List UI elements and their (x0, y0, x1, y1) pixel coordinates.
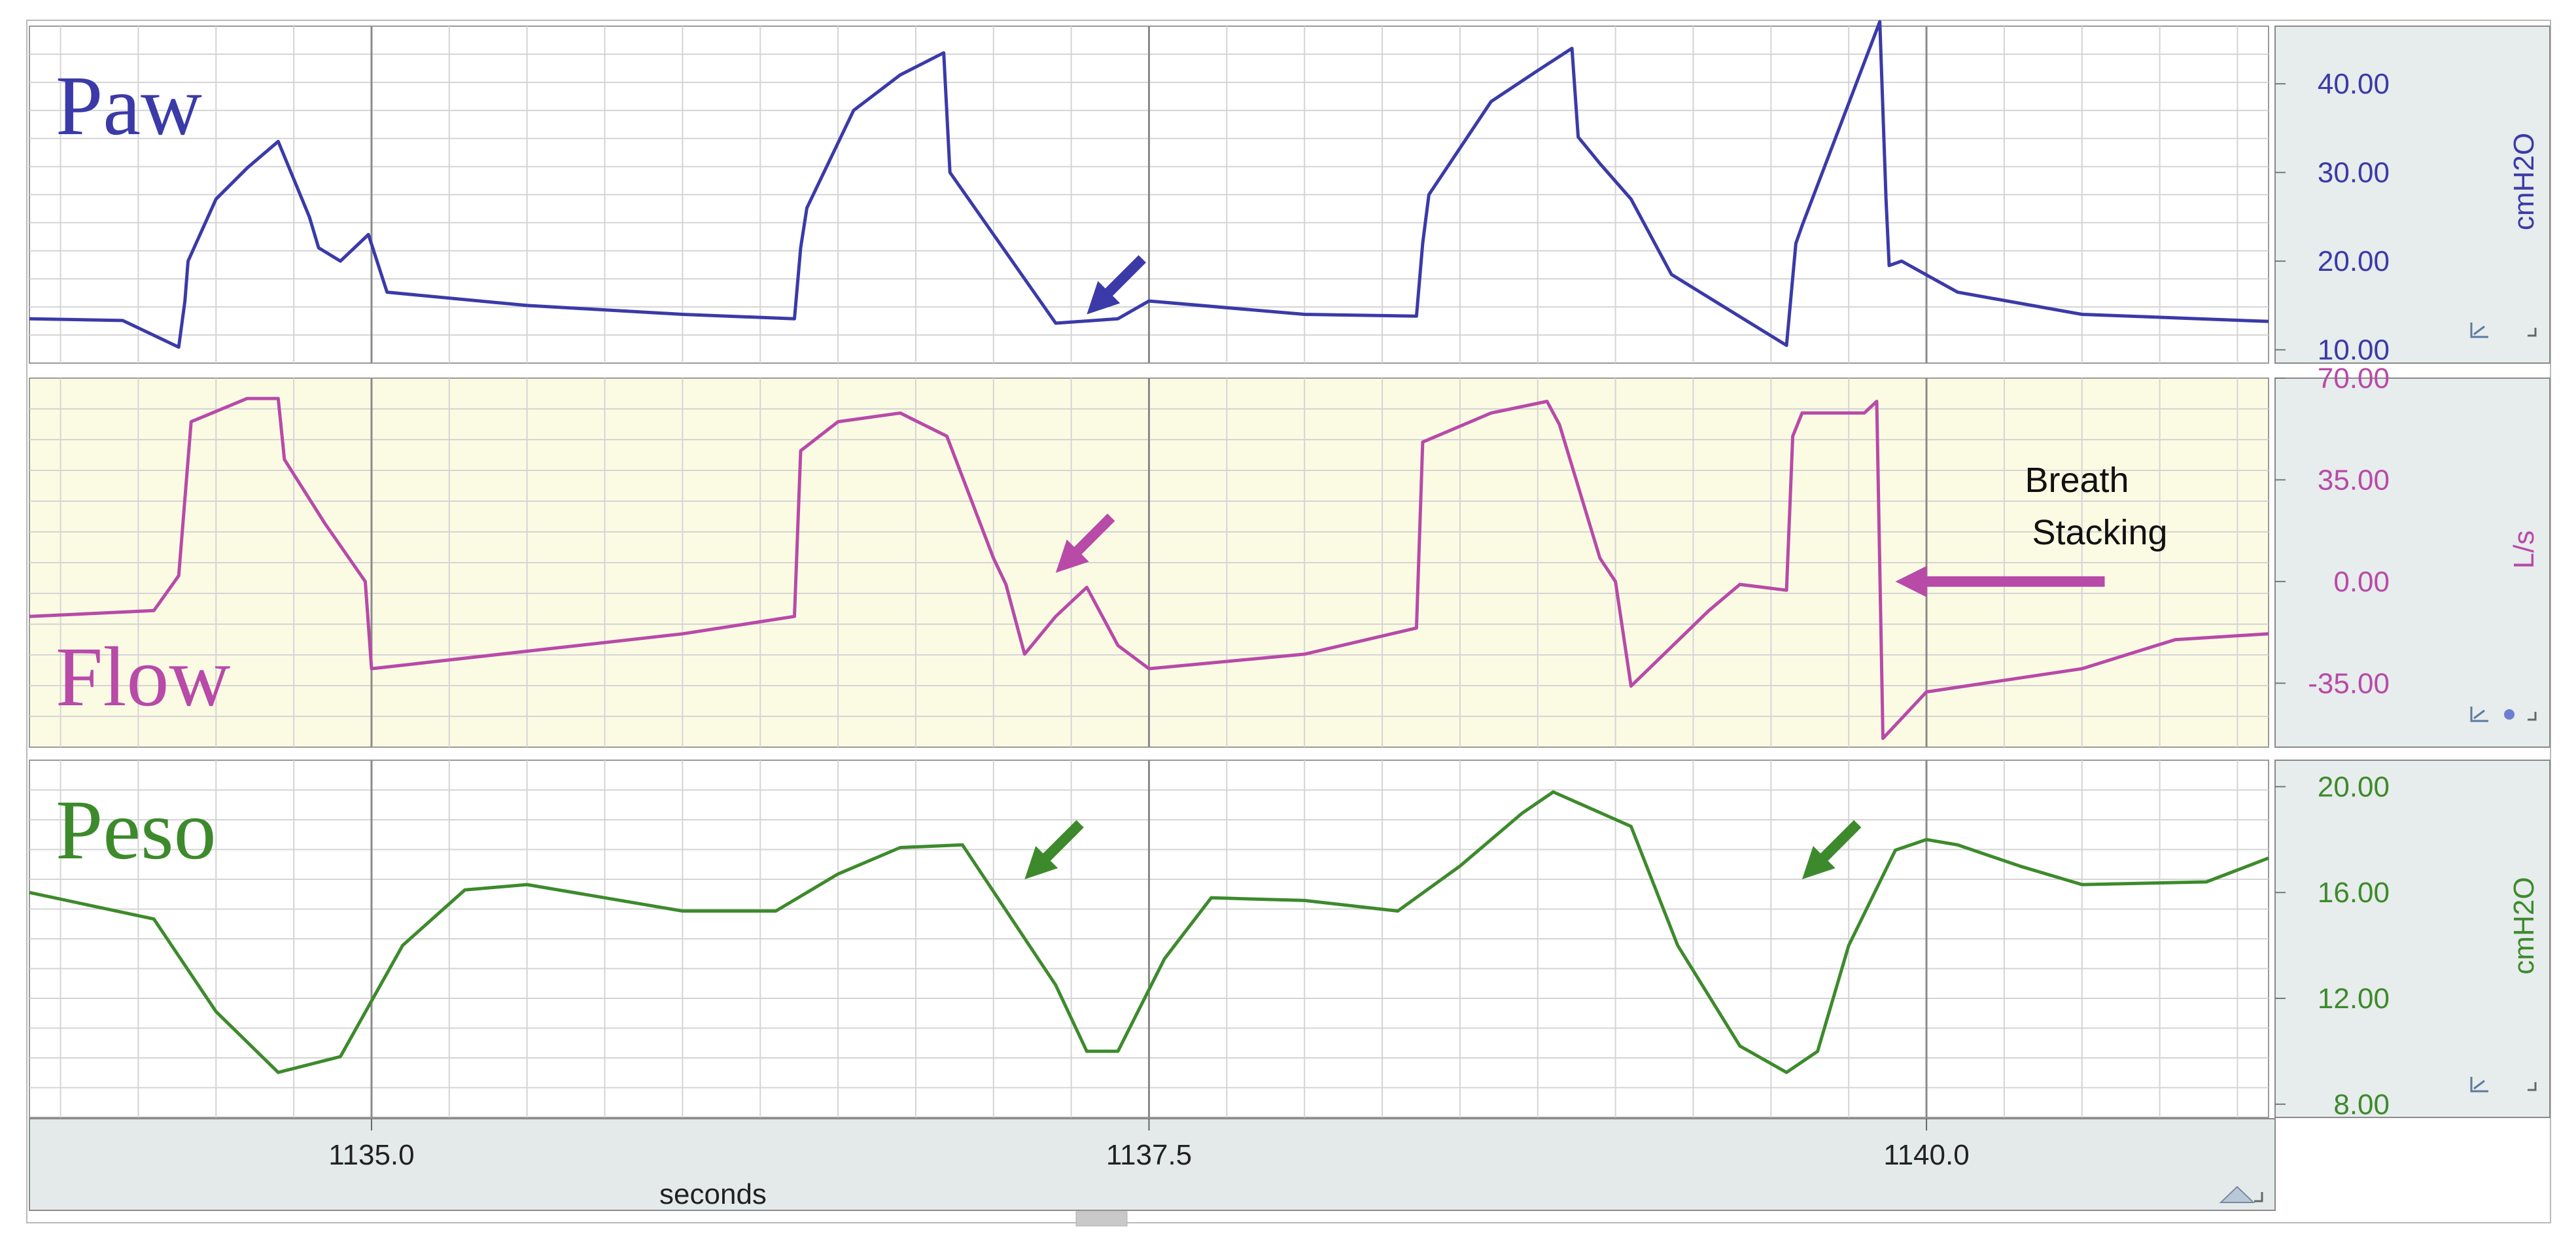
breath-stacking-arrow-head (1895, 565, 1927, 597)
paw-panel: 40.00 30.00 20.00 10.00 cmH2O Paw (29, 20, 2550, 366)
flow-annotation-arrow-head (1055, 539, 1089, 573)
paw-axis-box (2274, 26, 2550, 364)
breath-stacking-arrow (1895, 565, 2105, 597)
paw-tick-label: 40.00 (2318, 68, 2390, 100)
peso-tick-label: 8.00 (2333, 1089, 2390, 1121)
peso-axis-box (2274, 760, 2550, 1118)
x-axis-title: seconds (659, 1178, 767, 1210)
flow-tick-label: 35.00 (2318, 464, 2390, 496)
x-axis: 1135.0 1137.5 1140.0 seconds (29, 1118, 2276, 1211)
peso-annotation-arrow (1801, 820, 1862, 879)
paw-annotation-arrow (1087, 254, 1146, 315)
flow-tick-label: -35.00 (2308, 667, 2390, 699)
peso-trace-label: Peso (56, 783, 217, 877)
flow-unit-label: L/s (2508, 531, 2540, 569)
paw-series-line (29, 20, 2269, 349)
x-axis-bar (29, 1118, 2276, 1211)
breath-annotation-line1: Breath (2025, 461, 2129, 500)
flow-trace-label: Flow (56, 630, 230, 724)
flow-axis-box (2274, 377, 2550, 748)
flow-panel: 70.00 35.00 0.00 -35.00 L/s Flow (29, 362, 2550, 748)
x-tick-label: 1135.0 (328, 1139, 414, 1171)
paw-y-axis: 40.00 30.00 20.00 10.00 cmH2O (2274, 26, 2550, 366)
flow-y-axis: 70.00 35.00 0.00 -35.00 L/s (2274, 362, 2550, 748)
flow-vertical-grid (60, 378, 2238, 747)
axis-scale-icon[interactable] (2470, 1077, 2488, 1093)
resize-corner-icon[interactable] (2254, 1192, 2263, 1202)
axis-scale-glyph (2470, 323, 2488, 338)
paw-tick-label: 20.00 (2318, 245, 2390, 277)
peso-vertical-grid (60, 760, 2238, 1117)
flow-tick-label: 0.00 (2333, 566, 2390, 598)
resize-corner-icon[interactable] (2528, 712, 2537, 721)
peso-annotation-arrow-shaft (1814, 820, 1862, 868)
breath-annotation-line2: Stacking (2032, 513, 2167, 552)
horizontal-scrollbar-thumb[interactable] (1075, 1211, 1128, 1227)
flow-tick-label: 70.00 (2318, 362, 2390, 395)
autoscale-icon[interactable] (2219, 1185, 2255, 1203)
peso-tick-label: 12.00 (2318, 983, 2390, 1015)
axis-scale-icon[interactable] (2470, 707, 2488, 722)
x-tick-label: 1137.5 (1106, 1139, 1192, 1171)
paw-unit-label: cmH2O (2508, 133, 2540, 230)
resize-corner-icon[interactable] (2528, 328, 2537, 337)
peso-annotation-arrow-shaft (1036, 820, 1084, 868)
paw-tick-label: 10.00 (2318, 334, 2390, 366)
x-tick-label: 1140.0 (1883, 1139, 1969, 1171)
settings-dot-icon[interactable] (2504, 709, 2515, 720)
peso-tick-label: 16.00 (2318, 877, 2390, 909)
flow-series-line (29, 396, 2269, 741)
flow-annotation-arrow-shaft (1068, 514, 1115, 561)
axis-scale-icon[interactable] (2470, 323, 2488, 338)
autoscale-glyph (2219, 1185, 2255, 1203)
axis-scale-glyph (2470, 1077, 2488, 1093)
peso-unit-label: cmH2O (2508, 877, 2540, 974)
peso-annotation-arrow-head (1024, 846, 1058, 879)
flow-annotation-arrow (1055, 514, 1115, 573)
paw-trace-label: Paw (56, 59, 202, 153)
paw-annotation-arrow-shaft (1098, 254, 1146, 303)
paw-vertical-grid (60, 26, 2238, 363)
peso-tick-label: 20.00 (2318, 771, 2390, 803)
resize-corner-icon[interactable] (2528, 1082, 2537, 1091)
axis-scale-glyph (2470, 707, 2488, 722)
paw-tick-label: 30.00 (2318, 157, 2390, 189)
peso-series-line (29, 790, 2269, 1074)
paw-annotation-arrow-head (1087, 281, 1121, 315)
peso-y-axis: 20.00 16.00 12.00 8.00 cmH2O (2274, 760, 2550, 1121)
peso-annotation-arrow-head (1801, 846, 1836, 879)
peso-panel: 20.00 16.00 12.00 8.00 cmH2O Peso (29, 760, 2550, 1121)
peso-annotation-arrow (1024, 820, 1084, 879)
